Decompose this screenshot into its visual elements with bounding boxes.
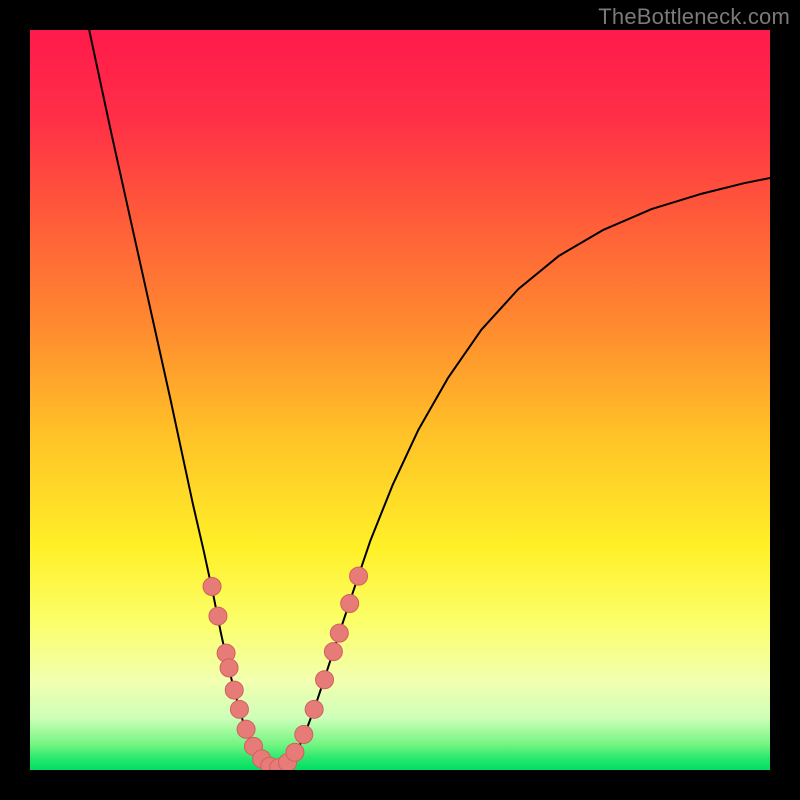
data-marker xyxy=(341,595,359,613)
marker-group xyxy=(203,567,368,770)
figure-root: TheBottleneck.com xyxy=(0,0,800,800)
data-marker xyxy=(330,624,348,642)
data-marker xyxy=(225,681,243,699)
data-marker xyxy=(305,700,323,718)
data-marker xyxy=(230,700,248,718)
data-marker xyxy=(220,659,238,677)
data-marker xyxy=(286,743,304,761)
data-marker xyxy=(324,643,342,661)
v-curve xyxy=(89,30,770,769)
data-marker xyxy=(295,725,313,743)
data-marker xyxy=(350,567,368,585)
data-marker xyxy=(203,577,221,595)
data-marker xyxy=(209,607,227,625)
plot-area xyxy=(30,30,770,770)
data-marker xyxy=(316,671,334,689)
watermark-text: TheBottleneck.com xyxy=(598,4,790,30)
chart-overlay xyxy=(30,30,770,770)
data-marker xyxy=(237,720,255,738)
